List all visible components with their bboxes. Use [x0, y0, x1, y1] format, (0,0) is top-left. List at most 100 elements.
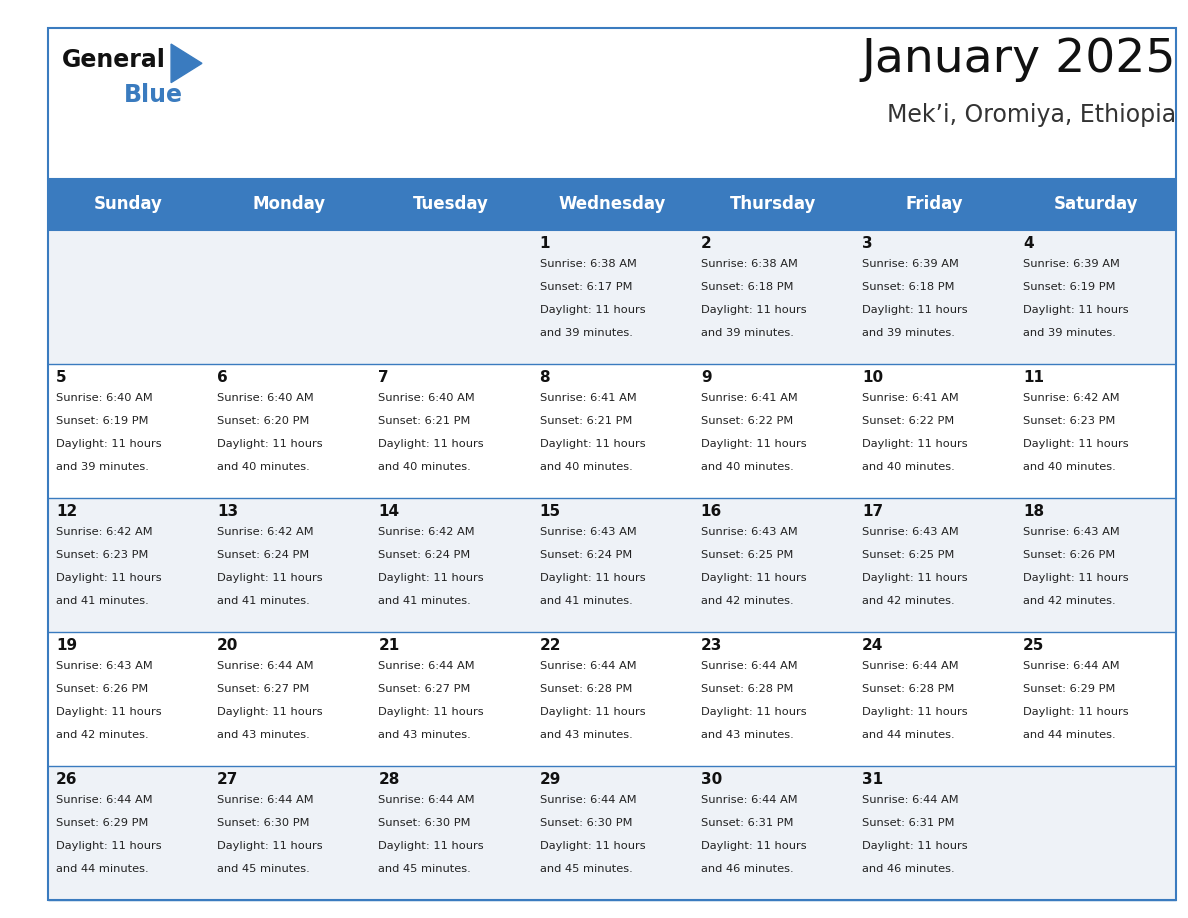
Text: Sunset: 6:27 PM: Sunset: 6:27 PM: [217, 684, 309, 694]
Text: Sunset: 6:28 PM: Sunset: 6:28 PM: [701, 684, 794, 694]
Text: Mek’i, Oromiya, Ethiopia: Mek’i, Oromiya, Ethiopia: [887, 103, 1176, 127]
Text: and 42 minutes.: and 42 minutes.: [1023, 597, 1116, 607]
Text: and 46 minutes.: and 46 minutes.: [701, 865, 794, 875]
Text: Daylight: 11 hours: Daylight: 11 hours: [862, 306, 967, 315]
Text: 5: 5: [56, 370, 67, 385]
Text: and 40 minutes.: and 40 minutes.: [862, 463, 955, 473]
Text: 26: 26: [56, 772, 77, 787]
Text: and 40 minutes.: and 40 minutes.: [539, 463, 632, 473]
Text: Daylight: 11 hours: Daylight: 11 hours: [56, 708, 162, 717]
Text: Sunrise: 6:41 AM: Sunrise: 6:41 AM: [701, 393, 797, 403]
Text: Sunset: 6:22 PM: Sunset: 6:22 PM: [862, 416, 954, 426]
Text: Sunset: 6:29 PM: Sunset: 6:29 PM: [56, 818, 148, 828]
Text: Sunset: 6:19 PM: Sunset: 6:19 PM: [1023, 282, 1116, 292]
Text: Sunrise: 6:40 AM: Sunrise: 6:40 AM: [378, 393, 475, 403]
Text: Sunrise: 6:44 AM: Sunrise: 6:44 AM: [378, 795, 475, 805]
Text: Sunset: 6:25 PM: Sunset: 6:25 PM: [701, 550, 794, 560]
Text: 12: 12: [56, 504, 77, 519]
Text: and 40 minutes.: and 40 minutes.: [701, 463, 794, 473]
Text: Sunset: 6:25 PM: Sunset: 6:25 PM: [862, 550, 954, 560]
Text: Sunrise: 6:42 AM: Sunrise: 6:42 AM: [56, 527, 152, 537]
Text: 18: 18: [1023, 504, 1044, 519]
Text: Daylight: 11 hours: Daylight: 11 hours: [862, 708, 967, 717]
Text: Sunrise: 6:44 AM: Sunrise: 6:44 AM: [701, 661, 797, 671]
Text: Sunrise: 6:40 AM: Sunrise: 6:40 AM: [217, 393, 314, 403]
Text: 16: 16: [701, 504, 722, 519]
Text: 14: 14: [378, 504, 399, 519]
Text: Monday: Monday: [253, 196, 326, 213]
Text: Sunset: 6:30 PM: Sunset: 6:30 PM: [378, 818, 470, 828]
Text: Saturday: Saturday: [1054, 196, 1138, 213]
Text: Daylight: 11 hours: Daylight: 11 hours: [701, 440, 807, 449]
Text: and 39 minutes.: and 39 minutes.: [862, 329, 955, 339]
Text: Daylight: 11 hours: Daylight: 11 hours: [378, 440, 484, 449]
Text: 3: 3: [862, 236, 873, 251]
Text: Daylight: 11 hours: Daylight: 11 hours: [539, 440, 645, 449]
Text: and 41 minutes.: and 41 minutes.: [378, 597, 472, 607]
Text: Sunset: 6:19 PM: Sunset: 6:19 PM: [56, 416, 148, 426]
Text: Sunrise: 6:43 AM: Sunrise: 6:43 AM: [1023, 527, 1120, 537]
Text: 15: 15: [539, 504, 561, 519]
Text: Daylight: 11 hours: Daylight: 11 hours: [1023, 574, 1129, 583]
Text: 29: 29: [539, 772, 561, 787]
Text: Daylight: 11 hours: Daylight: 11 hours: [862, 440, 967, 449]
Text: Daylight: 11 hours: Daylight: 11 hours: [539, 842, 645, 851]
Bar: [48, 364, 1176, 498]
Text: and 44 minutes.: and 44 minutes.: [862, 731, 955, 741]
Text: and 42 minutes.: and 42 minutes.: [56, 731, 148, 741]
Text: and 44 minutes.: and 44 minutes.: [56, 865, 148, 875]
Text: 25: 25: [1023, 638, 1044, 653]
Bar: [48, 498, 1176, 632]
Text: and 41 minutes.: and 41 minutes.: [217, 597, 310, 607]
Text: Daylight: 11 hours: Daylight: 11 hours: [217, 708, 323, 717]
Text: and 39 minutes.: and 39 minutes.: [1023, 329, 1116, 339]
Text: Sunrise: 6:44 AM: Sunrise: 6:44 AM: [539, 795, 636, 805]
Text: 2: 2: [701, 236, 712, 251]
Text: Daylight: 11 hours: Daylight: 11 hours: [217, 842, 323, 851]
Text: and 42 minutes.: and 42 minutes.: [701, 597, 794, 607]
Text: Sunday: Sunday: [94, 196, 163, 213]
Polygon shape: [171, 44, 202, 83]
Text: Daylight: 11 hours: Daylight: 11 hours: [56, 440, 162, 449]
Text: January 2025: January 2025: [861, 37, 1176, 82]
Text: Sunrise: 6:44 AM: Sunrise: 6:44 AM: [217, 661, 314, 671]
Text: Daylight: 11 hours: Daylight: 11 hours: [378, 574, 484, 583]
Text: and 45 minutes.: and 45 minutes.: [539, 865, 632, 875]
Text: Sunset: 6:20 PM: Sunset: 6:20 PM: [217, 416, 309, 426]
Text: Thursday: Thursday: [729, 196, 816, 213]
Text: Sunrise: 6:40 AM: Sunrise: 6:40 AM: [56, 393, 152, 403]
Text: Sunset: 6:30 PM: Sunset: 6:30 PM: [217, 818, 310, 828]
Text: Sunset: 6:22 PM: Sunset: 6:22 PM: [701, 416, 794, 426]
Text: Sunset: 6:29 PM: Sunset: 6:29 PM: [1023, 684, 1116, 694]
Text: Sunrise: 6:38 AM: Sunrise: 6:38 AM: [539, 259, 637, 269]
Text: 23: 23: [701, 638, 722, 653]
Text: Wednesday: Wednesday: [558, 196, 665, 213]
Text: and 40 minutes.: and 40 minutes.: [1023, 463, 1116, 473]
Text: Daylight: 11 hours: Daylight: 11 hours: [539, 306, 645, 315]
Text: Sunrise: 6:41 AM: Sunrise: 6:41 AM: [862, 393, 959, 403]
Text: and 46 minutes.: and 46 minutes.: [862, 865, 955, 875]
Text: and 45 minutes.: and 45 minutes.: [378, 865, 472, 875]
Text: Sunset: 6:28 PM: Sunset: 6:28 PM: [862, 684, 954, 694]
Text: 30: 30: [701, 772, 722, 787]
Text: and 39 minutes.: and 39 minutes.: [539, 329, 632, 339]
Text: 13: 13: [217, 504, 238, 519]
Text: Sunset: 6:24 PM: Sunset: 6:24 PM: [539, 550, 632, 560]
Text: Sunset: 6:26 PM: Sunset: 6:26 PM: [56, 684, 148, 694]
Text: Daylight: 11 hours: Daylight: 11 hours: [378, 708, 484, 717]
Text: Sunrise: 6:44 AM: Sunrise: 6:44 AM: [701, 795, 797, 805]
Text: Daylight: 11 hours: Daylight: 11 hours: [862, 842, 967, 851]
Text: Sunrise: 6:44 AM: Sunrise: 6:44 AM: [539, 661, 636, 671]
Bar: [48, 179, 1176, 230]
Text: Daylight: 11 hours: Daylight: 11 hours: [56, 574, 162, 583]
Text: Sunrise: 6:42 AM: Sunrise: 6:42 AM: [217, 527, 314, 537]
Text: Sunset: 6:18 PM: Sunset: 6:18 PM: [701, 282, 794, 292]
Text: 1: 1: [539, 236, 550, 251]
Text: Sunset: 6:24 PM: Sunset: 6:24 PM: [378, 550, 470, 560]
Text: 9: 9: [701, 370, 712, 385]
Text: and 40 minutes.: and 40 minutes.: [378, 463, 472, 473]
Text: Blue: Blue: [124, 83, 183, 106]
Text: Sunrise: 6:38 AM: Sunrise: 6:38 AM: [701, 259, 797, 269]
Text: 8: 8: [539, 370, 550, 385]
Text: 22: 22: [539, 638, 561, 653]
